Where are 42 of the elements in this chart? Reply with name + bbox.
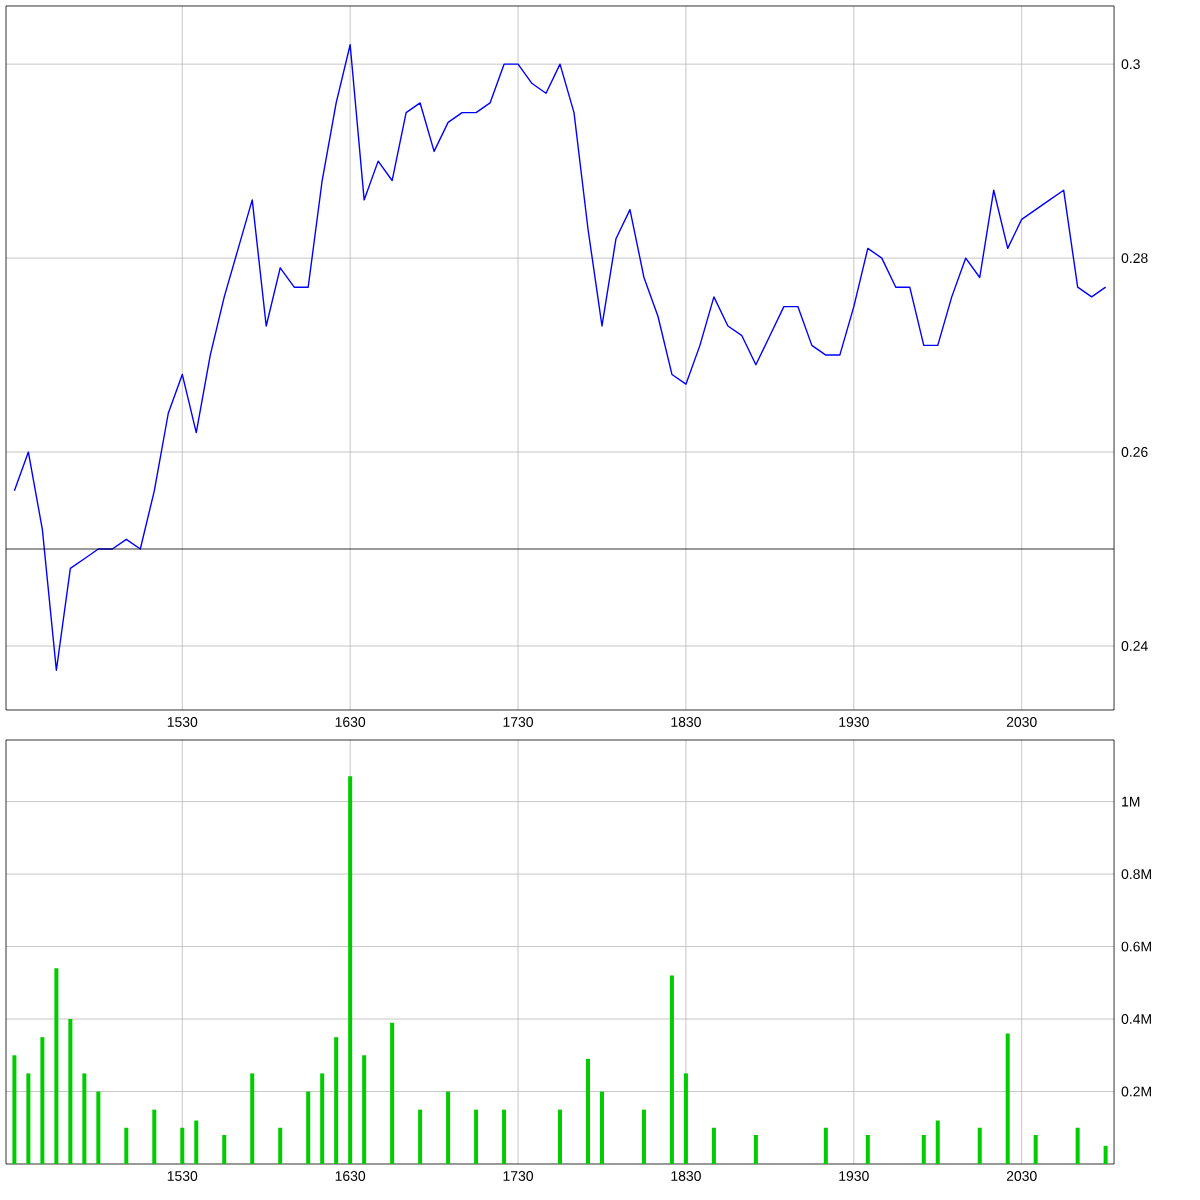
bar [348,776,353,1164]
bar [334,1037,339,1164]
bar [753,1135,758,1164]
bar [711,1127,716,1164]
bar [474,1109,479,1164]
bar [641,1109,646,1164]
bar [96,1091,101,1164]
bar [278,1127,283,1164]
bar [418,1109,423,1164]
bar [250,1073,255,1164]
bar [446,1091,451,1164]
bar [320,1073,325,1164]
bar [502,1109,507,1164]
bar [68,1019,73,1164]
bar [823,1127,828,1164]
bar [935,1120,940,1164]
bar [124,1127,129,1164]
bar [921,1135,926,1164]
bar [683,1073,688,1164]
bar [669,975,674,1164]
bar [222,1135,227,1164]
bar [977,1127,982,1164]
bar [306,1091,311,1164]
bar [54,968,59,1164]
bar [1103,1145,1108,1164]
bar [1005,1033,1010,1164]
bar [390,1022,395,1164]
bar [1075,1127,1080,1164]
bar [599,1091,604,1164]
bar [180,1127,185,1164]
bar [26,1073,31,1164]
bar [194,1120,199,1164]
bar [362,1055,367,1164]
bar [82,1073,87,1164]
bar [152,1109,157,1164]
bar [585,1058,590,1164]
bar [12,1055,17,1164]
bar [865,1135,870,1164]
line-series [13,44,1107,671]
bar [40,1037,45,1164]
bar [1033,1135,1038,1164]
bar [558,1109,563,1164]
